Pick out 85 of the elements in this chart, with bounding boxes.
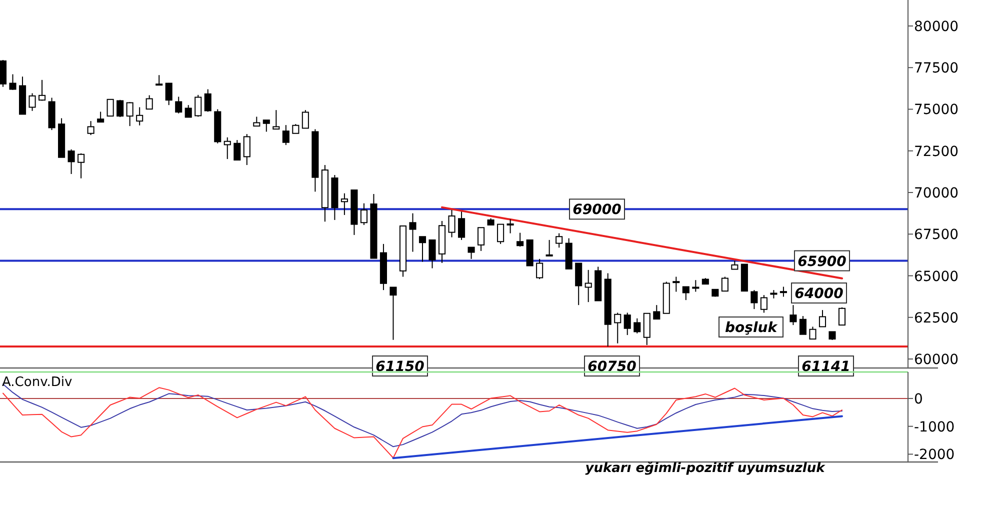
annotation: yukarı eğimli-pozitif uyumsuzluk (585, 461, 826, 476)
candlestick (428, 239, 436, 269)
candlestick (28, 92, 36, 112)
y-tick-label: 70000 (914, 185, 959, 202)
y-tick-label: 77500 (914, 60, 959, 77)
candlestick (497, 224, 504, 244)
y-tick-label: 75000 (914, 102, 959, 118)
candlestick (506, 218, 514, 234)
candlestick (692, 280, 700, 292)
candlestick (146, 94, 153, 110)
candlestick (184, 104, 192, 118)
candlestick (838, 306, 846, 326)
candlestick (682, 286, 690, 301)
candlestick (750, 290, 758, 310)
candlestick (478, 227, 485, 252)
candlestick (97, 111, 104, 123)
candlestick (546, 239, 553, 256)
candlestick (282, 124, 290, 146)
y-tick-label: -2000 (914, 447, 955, 464)
candlestick (516, 232, 524, 248)
candlestick (126, 102, 134, 127)
candlestick (575, 262, 582, 306)
candlestick (38, 79, 46, 102)
candlestick (0, 59, 7, 88)
candlestick (243, 134, 250, 166)
annotation: 61150 (376, 359, 425, 375)
candlestick (760, 294, 768, 314)
candlestick (194, 94, 202, 118)
candlestick (302, 110, 309, 129)
candlestick (360, 202, 368, 226)
candlestick (624, 312, 631, 336)
candlestick (116, 99, 124, 118)
annotation: 65900 (798, 254, 847, 270)
candlestick (292, 124, 300, 134)
candlestick (78, 152, 85, 179)
y-tick-label: -1000 (914, 419, 955, 436)
candlestick (634, 318, 641, 334)
chart-title: A.Conv.Div (2, 375, 73, 390)
y-tick-label: 80000 (914, 18, 959, 35)
candlestick (536, 258, 544, 280)
candlestick (448, 209, 456, 238)
candlestick (262, 120, 270, 132)
y-tick-label: 72500 (914, 144, 959, 160)
candlestick (204, 88, 212, 112)
y-tick-label: 0 (914, 391, 923, 408)
candlestick (340, 192, 348, 216)
candlestick (418, 236, 426, 262)
candlestick (390, 286, 397, 340)
y-tick-label: 60000 (914, 352, 959, 368)
annotation: 61141 (802, 359, 850, 375)
candlestick (409, 212, 416, 252)
candlestick (272, 110, 280, 130)
candlestick (653, 304, 660, 320)
candlestick (790, 304, 797, 326)
candlestick (556, 232, 563, 248)
candlestick (9, 74, 16, 90)
candlestick (809, 326, 816, 340)
candlestick (721, 276, 728, 292)
candlestick (799, 316, 806, 335)
candlestick (253, 116, 260, 127)
candlestick (224, 136, 231, 160)
y-tick-label: 62500 (914, 310, 959, 326)
candlestick (136, 106, 144, 126)
annotation: boşluk (724, 320, 779, 336)
y-tick-label: 67500 (914, 227, 959, 244)
candlestick (818, 310, 826, 328)
candlestick (156, 74, 163, 86)
y-tick-label: 65000 (914, 268, 959, 285)
candlestick (165, 82, 172, 106)
annotation: 69000 (572, 202, 622, 218)
annotation: 60750 (588, 359, 637, 375)
candlestick (780, 286, 787, 298)
candlestick (584, 269, 592, 303)
candlestick (643, 312, 650, 346)
candlestick (468, 246, 475, 260)
candlestick (234, 140, 241, 161)
candlestick (458, 211, 466, 240)
candlestick (68, 148, 75, 175)
candlestick (87, 120, 94, 136)
candlestick (614, 312, 622, 344)
candlestick (175, 96, 182, 114)
candlestick (106, 98, 114, 117)
candlestick (672, 276, 680, 292)
annotation: 64000 (794, 286, 844, 302)
line-series (2, 387, 842, 458)
